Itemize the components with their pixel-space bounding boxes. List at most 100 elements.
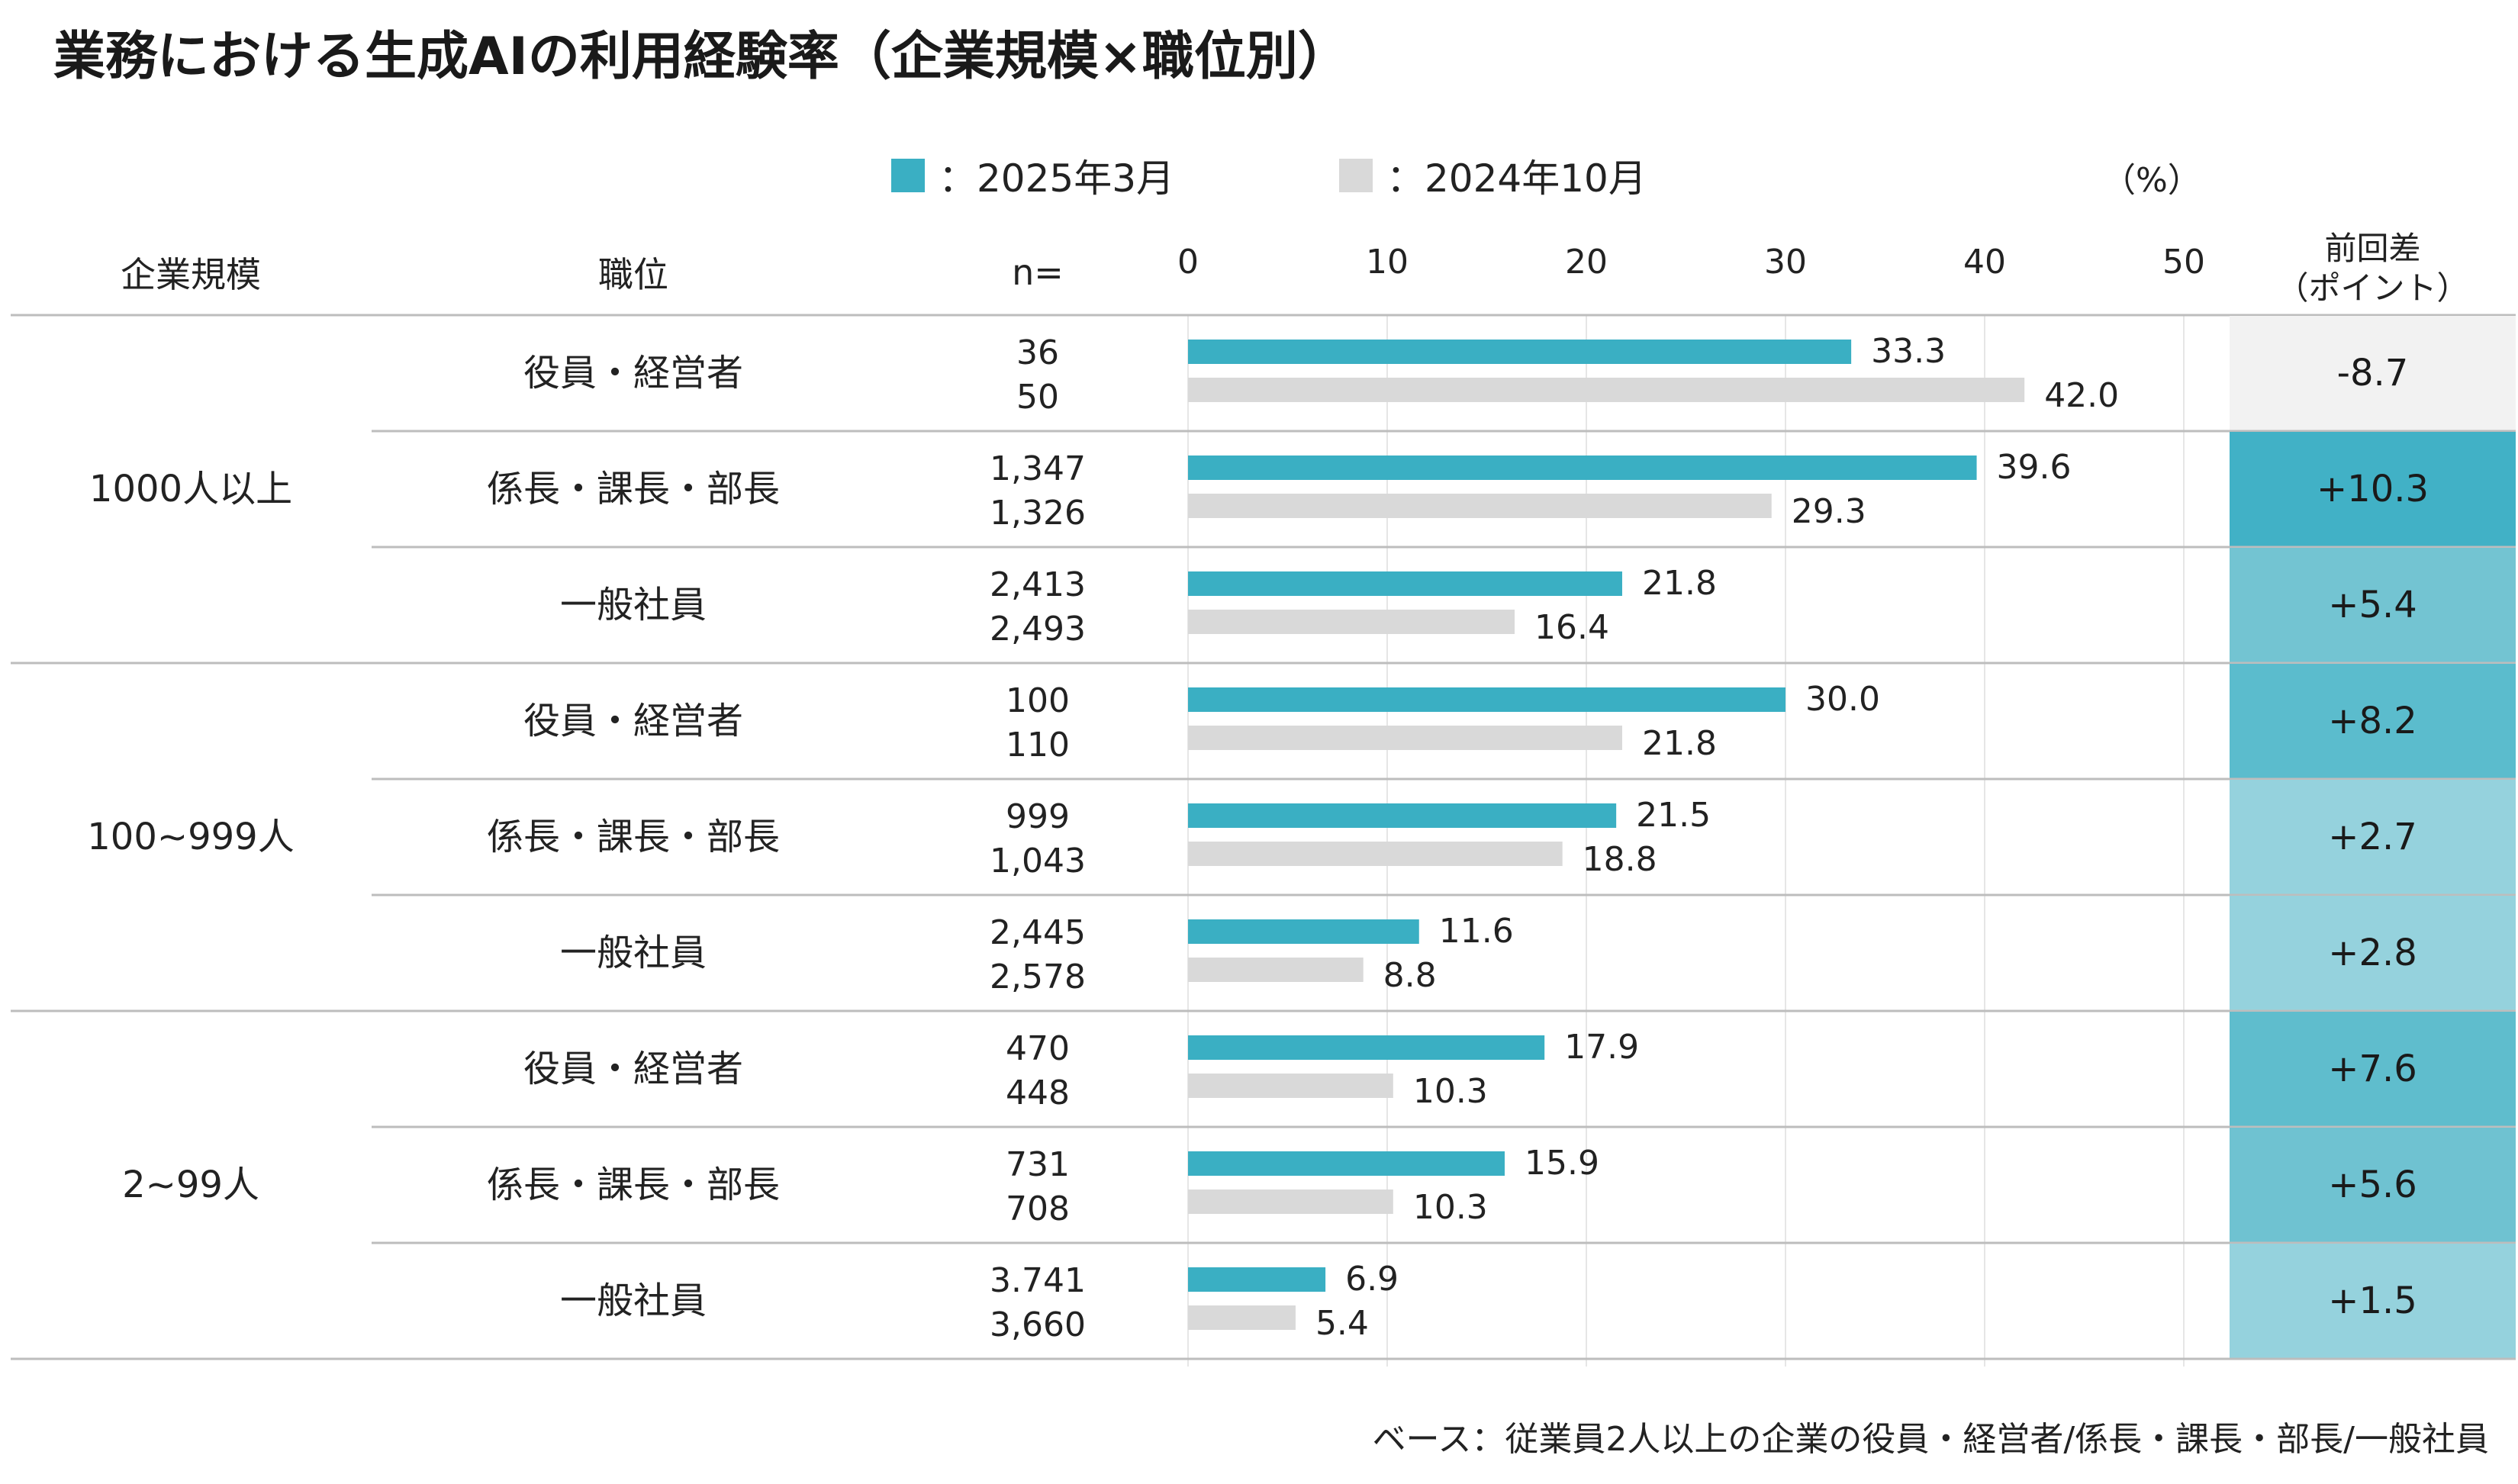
n-value-2024: 1,326 xyxy=(990,494,1086,533)
bar-2025 xyxy=(1188,1151,1505,1176)
n-value-2025: 1,347 xyxy=(990,449,1086,488)
diff-value: +8.2 xyxy=(2328,700,2417,742)
bar-2024 xyxy=(1188,958,1364,982)
bar-2025 xyxy=(1188,919,1419,944)
diff-value: +5.4 xyxy=(2328,584,2417,626)
data-label-2024: 8.8 xyxy=(1383,956,1437,995)
n-value-2024: 50 xyxy=(1016,378,1059,417)
n-value-2025: 2,445 xyxy=(990,913,1086,952)
position-label: 役員・経営者 xyxy=(523,352,743,394)
n-value-2025: 100 xyxy=(1006,681,1070,720)
position-label: 一般社員 xyxy=(560,932,707,974)
legend-label-2024: ：2024年10月 xyxy=(1386,156,1647,201)
diff-value: +10.3 xyxy=(2317,468,2429,510)
diff-value: +2.7 xyxy=(2328,816,2417,858)
header-diff-line2: （ポイント） xyxy=(2276,269,2469,307)
x-tick-label: 50 xyxy=(2162,243,2205,282)
n-value-2025: 2,413 xyxy=(990,565,1086,604)
diff-cell xyxy=(2230,1012,2516,1126)
position-label: 役員・経営者 xyxy=(523,700,743,742)
bar-2025 xyxy=(1188,687,1785,712)
diff-cell xyxy=(2230,896,2516,1010)
bar-2024 xyxy=(1188,1305,1296,1330)
diff-value: +5.6 xyxy=(2328,1164,2417,1206)
legend-label-2025: ：2025年3月 xyxy=(939,156,1175,201)
legend-item-2025: ：2025年3月 xyxy=(891,153,1174,201)
bar-2024 xyxy=(1188,1074,1393,1098)
diff-cell xyxy=(2230,432,2516,546)
data-label-2025: 6.9 xyxy=(1345,1260,1399,1299)
header-diff-line1: 前回差 xyxy=(2324,230,2421,267)
bar-2025 xyxy=(1188,456,1977,480)
data-label-2024: 21.8 xyxy=(1642,724,1717,763)
header-n: n= xyxy=(1012,252,1064,293)
n-value-2025: 3.741 xyxy=(990,1261,1086,1300)
n-value-2024: 708 xyxy=(1006,1189,1070,1228)
data-label-2025: 11.6 xyxy=(1439,912,1514,951)
data-label-2024: 10.3 xyxy=(1413,1188,1488,1227)
position-label: 係長・課長・部長 xyxy=(487,816,780,858)
bar-2025 xyxy=(1188,571,1622,596)
n-value-2024: 448 xyxy=(1006,1074,1070,1112)
diff-cell xyxy=(2230,548,2516,662)
bar-2024 xyxy=(1188,842,1563,866)
company-size-label: 1000人以上 xyxy=(89,468,292,510)
n-value-2024: 2,578 xyxy=(990,958,1086,996)
data-label-2024: 5.4 xyxy=(1315,1304,1369,1343)
legend-item-2024: ：2024年10月 xyxy=(1339,153,1647,201)
bar-2024 xyxy=(1188,1189,1393,1214)
header-company-size: 企業規模 xyxy=(121,254,261,295)
x-tick-label: 10 xyxy=(1366,243,1409,282)
company-size-label: 2~99人 xyxy=(122,1164,259,1206)
data-label-2024: 42.0 xyxy=(2044,376,2119,415)
n-value-2024: 2,493 xyxy=(990,610,1086,649)
diff-cell xyxy=(2230,1244,2516,1358)
n-value-2024: 3,660 xyxy=(990,1305,1086,1344)
position-label: 役員・経営者 xyxy=(523,1048,743,1090)
bar-2025 xyxy=(1188,803,1617,828)
data-label-2025: 21.5 xyxy=(1636,796,1711,835)
diff-cell xyxy=(2230,1128,2516,1242)
chart-title: 業務における生成AIの利用経験率（企業規模×職位別） xyxy=(53,27,1350,87)
n-value-2025: 731 xyxy=(1006,1145,1070,1184)
x-tick-label: 0 xyxy=(1177,243,1199,282)
diff-value: +1.5 xyxy=(2328,1280,2417,1322)
bar-2025 xyxy=(1188,1035,1545,1060)
diff-cell xyxy=(2230,780,2516,894)
n-value-2025: 36 xyxy=(1016,333,1059,372)
footnote: ベース：従業員2人以上の企業の役員・経営者/係長・課長・部長/一般社員 xyxy=(1372,1420,2489,1459)
diff-cell xyxy=(2230,316,2516,430)
diff-value: -8.7 xyxy=(2337,352,2409,394)
header-diff: 前回差 （ポイント） xyxy=(2230,229,2516,308)
position-label: 係長・課長・部長 xyxy=(487,468,780,510)
bar-2024 xyxy=(1188,494,1772,518)
diff-value: +2.8 xyxy=(2328,932,2417,974)
data-label-2025: 39.6 xyxy=(1997,448,2072,487)
data-label-2025: 17.9 xyxy=(1564,1028,1639,1067)
bar-2025 xyxy=(1188,1267,1326,1292)
bar-2024 xyxy=(1188,378,2025,402)
legend-swatch-2024 xyxy=(1339,159,1373,192)
n-value-2025: 999 xyxy=(1006,797,1070,836)
legend-swatch-2025 xyxy=(891,159,925,192)
bar-2025 xyxy=(1188,340,1852,364)
data-label-2024: 18.8 xyxy=(1583,840,1657,879)
x-tick-label: 30 xyxy=(1764,243,1807,282)
data-label-2025: 15.9 xyxy=(1525,1144,1599,1183)
data-label-2025: 21.8 xyxy=(1642,564,1717,603)
data-label-2025: 33.3 xyxy=(1871,332,1946,371)
diff-cell xyxy=(2230,664,2516,778)
x-tick-label: 40 xyxy=(1963,243,2006,282)
x-tick-label: 20 xyxy=(1565,243,1608,282)
position-label: 一般社員 xyxy=(560,1280,707,1322)
data-label-2025: 30.0 xyxy=(1805,680,1880,719)
data-label-2024: 10.3 xyxy=(1413,1072,1488,1111)
data-label-2024: 16.4 xyxy=(1534,608,1609,647)
bar-2024 xyxy=(1188,726,1622,750)
diff-value: +7.6 xyxy=(2328,1048,2417,1090)
n-value-2024: 110 xyxy=(1006,726,1070,765)
position-label: 係長・課長・部長 xyxy=(487,1164,780,1206)
data-label-2024: 29.3 xyxy=(1792,492,1866,531)
position-label: 一般社員 xyxy=(560,584,707,626)
